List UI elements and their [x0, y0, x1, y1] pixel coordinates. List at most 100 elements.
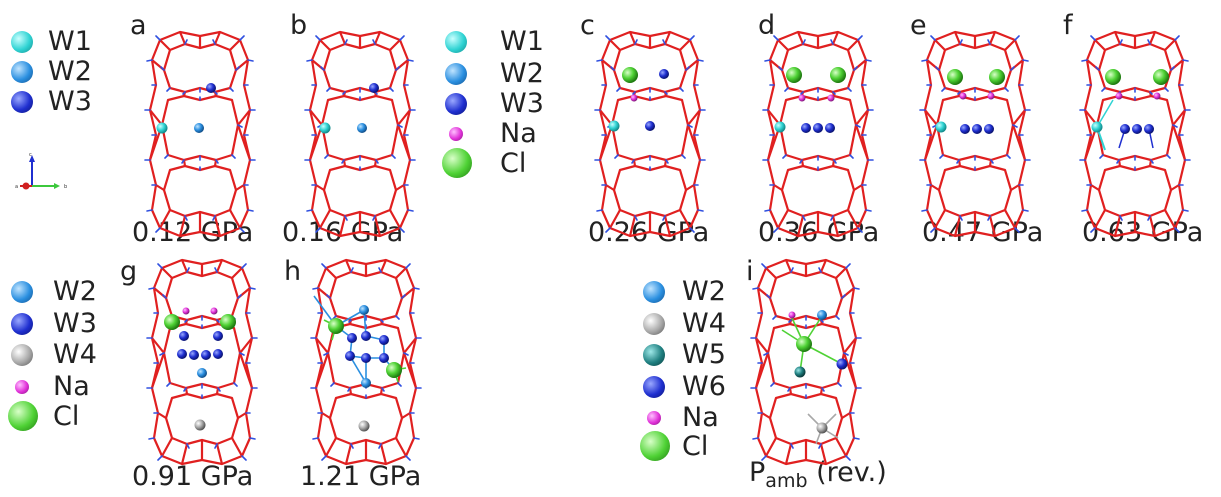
panel-i-structure [749, 258, 863, 466]
w3-molecule [645, 121, 655, 131]
na-ion [987, 92, 995, 100]
pressure-symbol: P [749, 457, 766, 488]
w6-molecule [836, 358, 848, 370]
w3-molecule [972, 124, 982, 134]
w2-molecule [359, 305, 369, 315]
panel-letter-c: c [580, 10, 595, 41]
legend-label: Cl [53, 401, 80, 432]
panel-c-structure [593, 30, 707, 238]
w1-swatch-icon [445, 31, 467, 53]
w5-molecule [794, 366, 806, 378]
w2-molecule [194, 123, 204, 133]
panel-f-structure [1078, 30, 1192, 238]
legend-1: W1 W2 W3 [8, 28, 118, 118]
panel-letter-h: h [284, 256, 302, 287]
legend-label: Cl [682, 431, 709, 462]
pressure-label-h: 1.21 GPa [300, 461, 422, 492]
w1-molecule [608, 120, 620, 132]
panel-a-structure [143, 30, 257, 238]
w4-molecule [358, 420, 370, 432]
cl-ion [622, 67, 638, 83]
legend-label: W5 [682, 339, 726, 370]
legend-label: W3 [500, 88, 544, 119]
panel-letter-e: e [910, 10, 927, 41]
legend-2: W1 W2 W3 Na Cl [442, 28, 552, 178]
cl-ion [796, 336, 812, 352]
pressure-subscript: amb [765, 470, 808, 492]
legend-label: W2 [682, 276, 726, 307]
w4-molecule [816, 422, 828, 434]
cl-ion [989, 69, 1005, 85]
cl-swatch-icon [8, 401, 38, 431]
legend-label: W4 [53, 339, 97, 370]
na-ion [630, 94, 638, 102]
legend-label: Na [682, 402, 719, 433]
w6-swatch-icon [643, 376, 665, 398]
panel-g-structure [145, 258, 259, 466]
w1-molecule [156, 122, 168, 134]
w3-molecule [1120, 124, 1130, 134]
w3-molecule [361, 331, 371, 341]
legend-label: W2 [500, 58, 544, 89]
na-ion [827, 94, 835, 102]
panel-letter-f: f [1063, 10, 1073, 41]
w3-molecule [984, 124, 994, 134]
legend-label: W2 [48, 56, 92, 87]
w3-molecule [379, 335, 389, 345]
w2-molecule [361, 378, 371, 388]
w3-molecule [659, 69, 669, 79]
axes-orientation-icon: c b a [15, 152, 67, 190]
w3-molecule [179, 331, 189, 341]
w1-swatch-icon [11, 31, 33, 53]
legend-label: Na [500, 118, 537, 149]
cl-ion [328, 318, 344, 334]
w3-molecule [1144, 124, 1154, 134]
w2-molecule [357, 123, 367, 133]
na-swatch-icon [449, 127, 463, 141]
na-ion [182, 307, 190, 315]
na-ion [210, 307, 218, 315]
cl-ion [947, 69, 963, 85]
legend-label: W6 [682, 371, 726, 402]
w3-molecule [213, 349, 223, 359]
na-ion [1153, 92, 1161, 100]
w3-swatch-icon [11, 91, 33, 113]
w3-molecule [813, 123, 823, 133]
pressure-label-g: 0.91 GPa [132, 461, 254, 492]
w3-molecule [189, 350, 199, 360]
panel-e-structure [918, 30, 1032, 238]
w3-molecule [206, 83, 216, 93]
w2-swatch-icon [11, 61, 33, 83]
cl-ion [786, 67, 802, 83]
w4-swatch-icon [643, 313, 665, 335]
w3-molecule [960, 124, 970, 134]
cl-ion [830, 67, 846, 83]
w3-molecule [369, 83, 379, 93]
w1-molecule [1091, 121, 1103, 133]
cl-swatch-icon [442, 148, 472, 178]
w3-swatch-icon [445, 93, 467, 115]
w2-swatch-icon [445, 63, 467, 85]
w3-molecule [361, 353, 371, 363]
w3-swatch-icon [11, 313, 33, 335]
cl-ion [386, 362, 402, 378]
na-ion [1115, 92, 1123, 100]
w2-molecule [817, 310, 827, 320]
w4-swatch-icon [11, 344, 33, 366]
axis-label-z: a [15, 184, 18, 190]
legend-label: W1 [500, 26, 544, 57]
w3-molecule [201, 350, 211, 360]
w1-molecule [319, 122, 331, 134]
panel-b-structure [303, 30, 417, 238]
w3-molecule [1132, 124, 1142, 134]
w3-molecule [177, 349, 187, 359]
cl-ion [164, 314, 180, 330]
legend-4: W2 W4 W5 W6 Na Cl [640, 278, 750, 468]
w4-molecule [194, 419, 206, 431]
legend-label: Cl [500, 148, 527, 179]
w1-molecule [935, 121, 947, 133]
panel-letter-d: d [758, 10, 776, 41]
cl-ion [220, 314, 236, 330]
na-swatch-icon [647, 411, 661, 425]
legend-3: W2 W3 W4 Na Cl [8, 278, 118, 438]
